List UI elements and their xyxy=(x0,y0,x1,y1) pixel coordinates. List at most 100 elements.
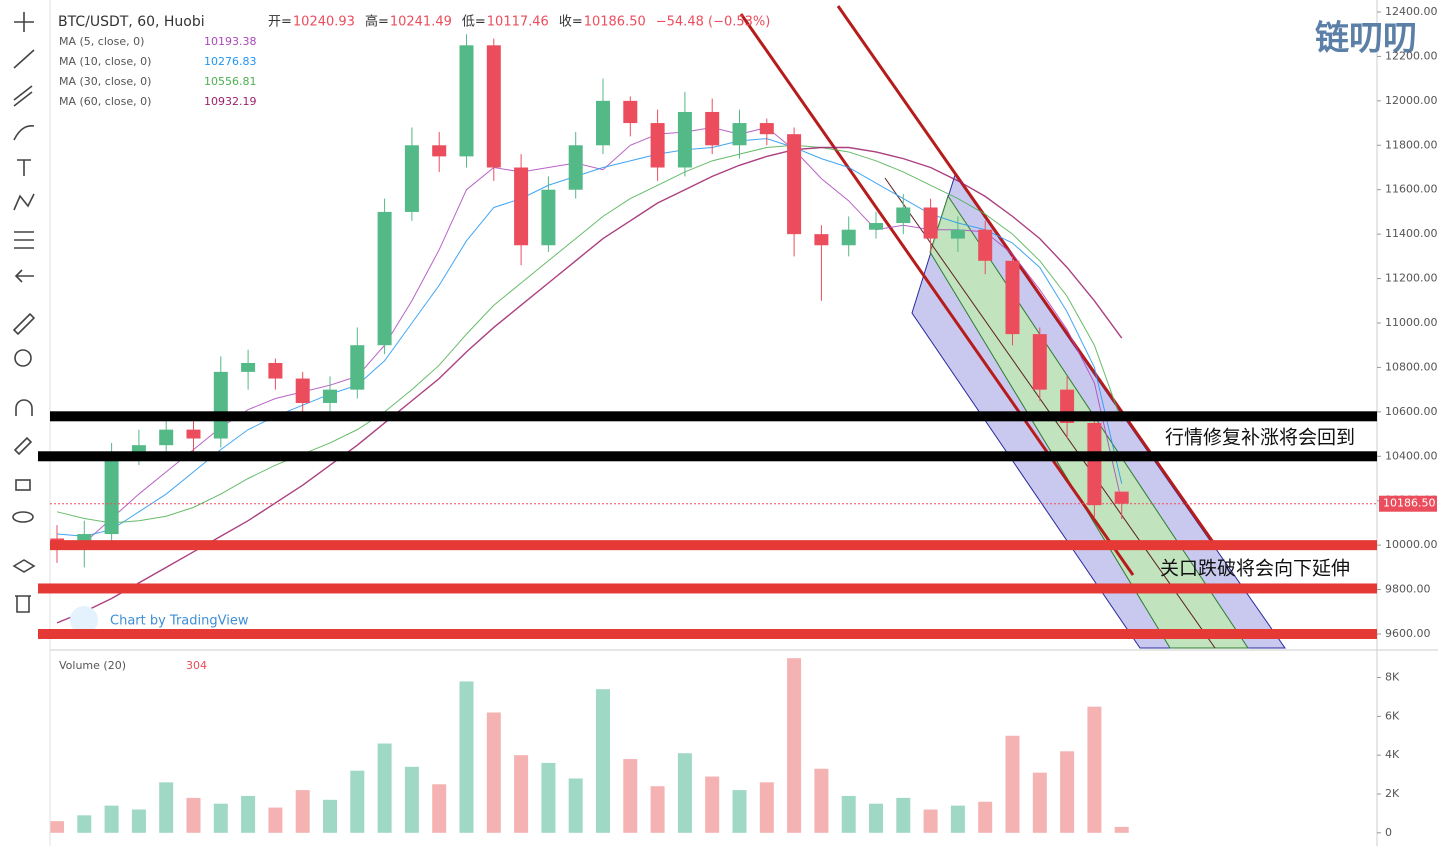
annotation: 关口跌破将会向下延伸 xyxy=(1160,558,1350,580)
volume-title: Volume (20) xyxy=(59,659,126,672)
candle-body xyxy=(841,229,856,246)
volume-bar xyxy=(486,712,501,833)
volume-bar xyxy=(650,786,665,833)
pattern-tool[interactable] xyxy=(13,193,35,211)
ma-legend-name: MA (10, close, 0) xyxy=(59,55,151,68)
candle-body xyxy=(923,207,938,239)
ohlc-label: 开= xyxy=(268,15,292,30)
back-tool[interactable] xyxy=(14,269,34,283)
volume-bar xyxy=(759,782,774,833)
volume-bar xyxy=(104,805,119,833)
ma-legend-name: MA (5, close, 0) xyxy=(59,35,144,48)
y-tick-label: 2K xyxy=(1385,787,1400,800)
candle-body xyxy=(705,111,720,146)
ma-legend-value: 10932.19 xyxy=(204,95,257,108)
volume-bar xyxy=(350,770,365,833)
y-tick-label: 4K xyxy=(1385,748,1400,761)
candle-body xyxy=(596,100,610,146)
volume-bar xyxy=(950,805,965,833)
line-tool[interactable] xyxy=(13,49,35,69)
horizontal-line xyxy=(38,629,1377,640)
lock-tool[interactable] xyxy=(15,479,31,491)
attribution-text: Chart by TradingView xyxy=(110,614,249,629)
candle-body xyxy=(732,123,747,146)
candle-body xyxy=(295,378,310,403)
volume-bar xyxy=(77,815,92,833)
text-tool[interactable] xyxy=(17,159,31,176)
measure-tool[interactable] xyxy=(12,312,36,336)
y-tick-label: 11000.00 xyxy=(1385,316,1438,329)
y-tick-label: 12000.00 xyxy=(1385,94,1438,107)
candle-body xyxy=(1005,260,1020,335)
ohlc-value: 10241.49 xyxy=(390,15,452,30)
y-tick-label: 11400.00 xyxy=(1385,227,1438,240)
toolbar[interactable] xyxy=(12,12,36,613)
candle-body xyxy=(514,167,529,246)
ma-legend-name: MA (60, close, 0) xyxy=(59,95,151,108)
y-tick-label: 6K xyxy=(1385,709,1400,722)
prediction-tool[interactable] xyxy=(14,231,34,249)
change: −54.48 (−0.53%) xyxy=(656,15,771,30)
volume-bar xyxy=(459,681,474,833)
ohlc-value: 10240.93 xyxy=(293,15,355,30)
zoom-tool[interactable] xyxy=(14,349,32,367)
candle-body xyxy=(159,429,174,446)
ma-legend-value: 10276.83 xyxy=(204,55,257,68)
volume-value: 304 xyxy=(186,659,207,672)
volume-bar xyxy=(241,795,256,833)
horizontal-line xyxy=(38,583,1377,594)
volume-bar xyxy=(268,807,283,833)
volume-bar xyxy=(1005,735,1020,833)
volume-bar xyxy=(514,755,529,833)
ohlc-label: 收= xyxy=(559,15,583,30)
y-tick-label: 10600.00 xyxy=(1385,405,1438,418)
y-tick-label: 10000.00 xyxy=(1385,538,1438,551)
volume-bar xyxy=(677,753,692,833)
volume-bar xyxy=(1060,751,1075,833)
candle-body xyxy=(1032,334,1047,390)
candle-body xyxy=(186,429,201,439)
magnet-tool[interactable] xyxy=(15,399,33,416)
fib-tool[interactable] xyxy=(13,85,33,107)
volume-bar xyxy=(432,784,447,833)
candle-body xyxy=(650,123,665,168)
attribution: Chart by TradingView xyxy=(70,606,249,634)
candle-body xyxy=(787,134,802,235)
layers-tool[interactable] xyxy=(12,559,36,573)
candle-body xyxy=(486,45,501,168)
y-tick-label: 12400.00 xyxy=(1385,5,1438,18)
volume-bar xyxy=(623,759,638,833)
horizontal-line xyxy=(50,540,1377,551)
candle-body xyxy=(404,145,419,212)
brush-tool[interactable] xyxy=(13,124,35,141)
volume-bar xyxy=(568,778,583,833)
volume-bar xyxy=(323,799,337,833)
y-tick-label: 12200.00 xyxy=(1385,49,1438,62)
logo xyxy=(70,606,98,634)
candle-body xyxy=(541,189,556,246)
volume-bar xyxy=(1032,772,1047,833)
chart-title: BTC/USDT, 60, Huobi xyxy=(58,14,205,30)
candle-body xyxy=(432,145,447,157)
crosshair-tool[interactable] xyxy=(14,12,34,32)
y-tick-label: 0 xyxy=(1385,826,1392,839)
y-tick-label: 10400.00 xyxy=(1385,449,1438,462)
volume-bar xyxy=(131,809,146,833)
candle-body xyxy=(104,456,119,535)
candle-body xyxy=(1087,422,1102,506)
candle-body xyxy=(131,445,146,457)
volume-bar xyxy=(1087,706,1102,833)
volume-bar xyxy=(787,658,802,833)
trend-line xyxy=(739,13,1135,576)
volume-bar xyxy=(596,689,610,833)
hide-tool[interactable] xyxy=(12,511,34,523)
delete-tool[interactable] xyxy=(15,595,31,613)
candle-body xyxy=(350,345,365,390)
volume-bar xyxy=(295,790,310,833)
stay-tool[interactable] xyxy=(13,436,33,456)
volume-bar xyxy=(404,766,419,833)
horizontal-line xyxy=(38,451,1377,462)
candle-body xyxy=(978,229,993,261)
candle-body xyxy=(323,389,337,403)
